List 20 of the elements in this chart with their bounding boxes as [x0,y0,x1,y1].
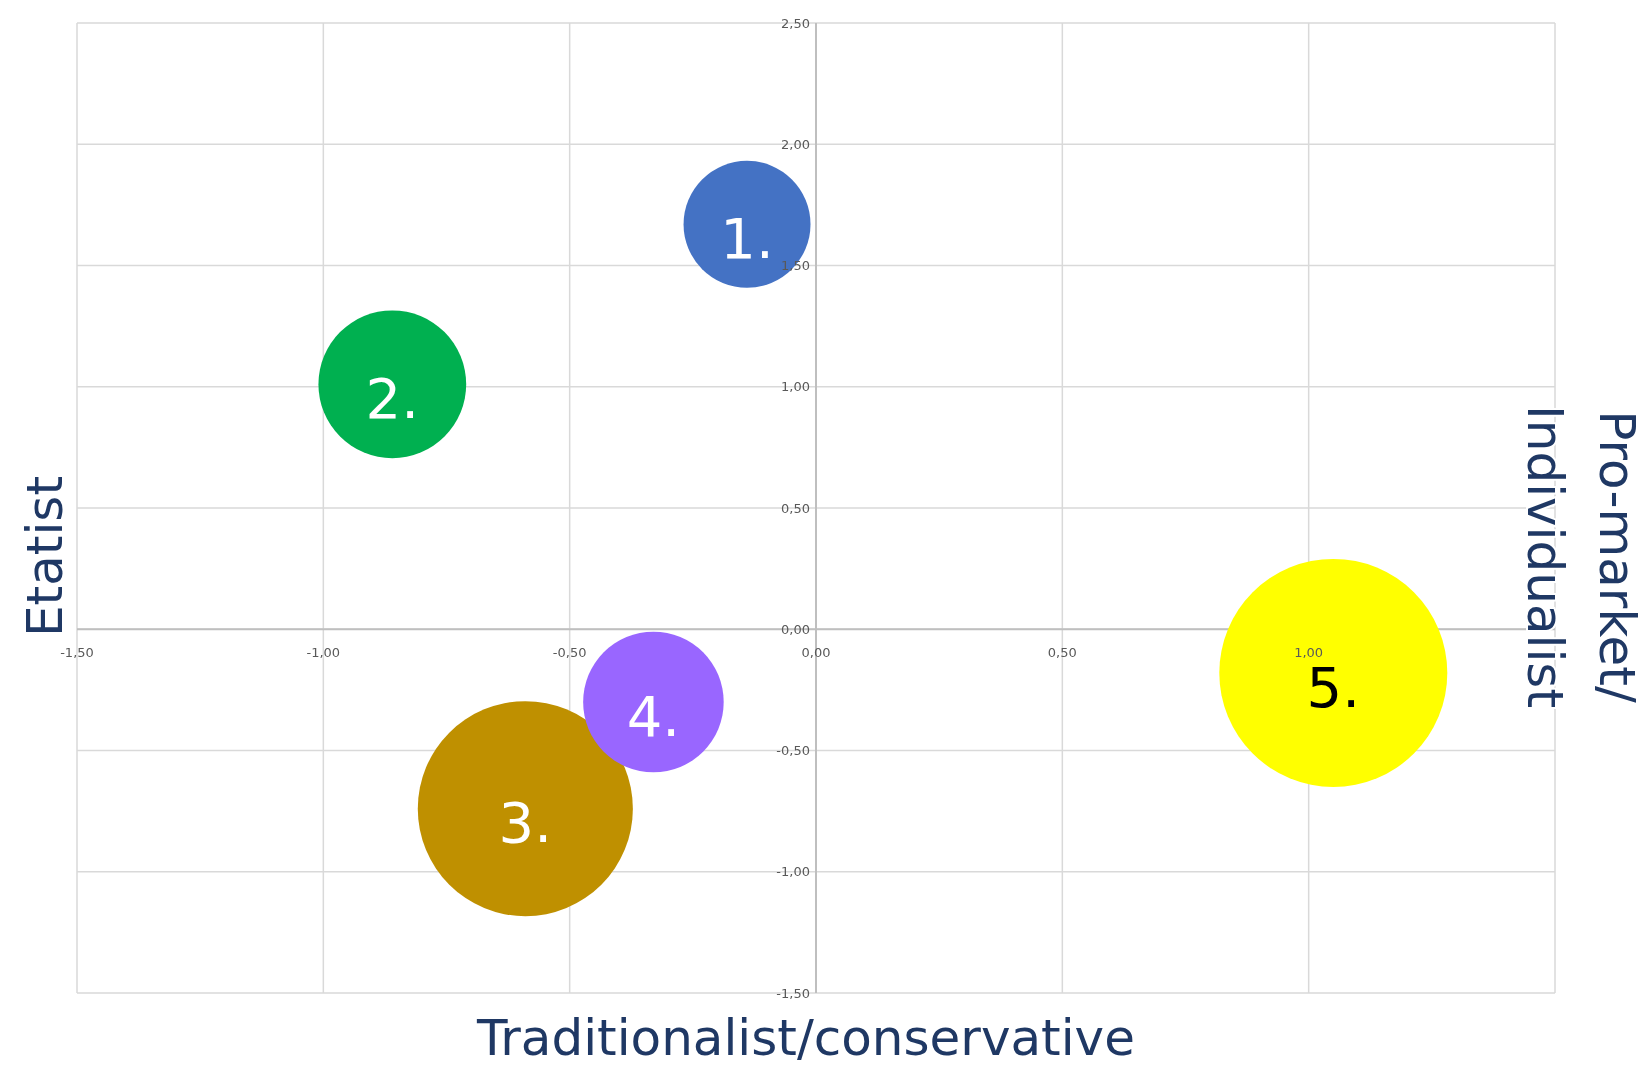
series-label: 4. [626,683,681,749]
y-tick-label: 2,50 [781,15,810,31]
series-label: 2. [365,365,420,431]
y-axis-title: Etatist [16,476,74,637]
x-axis-title: Traditionalist/conservative [476,1009,1135,1066]
x-tick-label: 0,00 [801,645,831,661]
y-tick-label: -1,50 [776,985,810,1001]
y-tick-label: 1,00 [781,379,810,395]
y-tick-label: 0,00 [781,621,810,637]
x-tick-label: -1,00 [306,645,341,661]
y-tick-label: 0,50 [781,500,810,516]
y-tick-label: -1,00 [776,864,810,880]
x-tick-label: 0,50 [1047,645,1077,661]
series-label: 1. [720,205,774,271]
x-tick-label: -0,50 [552,645,587,661]
x-tick-label: -1,50 [60,645,94,661]
y-tick-label: -0,50 [776,743,810,759]
y2-axis-title: Pro-market/ Individualist [1516,404,1646,709]
y-tick-label: 2,00 [781,136,810,152]
series-label: 3. [498,790,553,856]
